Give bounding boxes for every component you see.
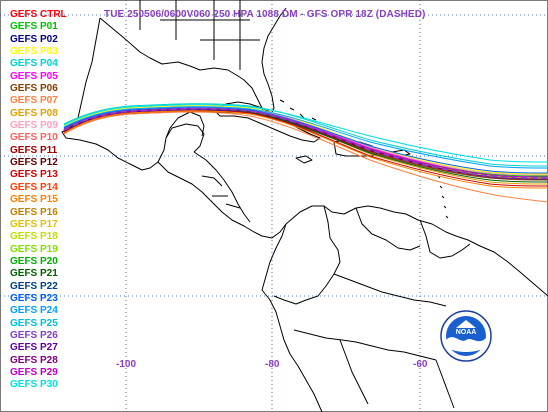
lon-label-100w: -100 <box>116 359 137 370</box>
legend-item: GEFS P20 <box>10 255 58 267</box>
lon-label-80w: -80 <box>265 359 280 370</box>
legend-item: GEFS P18 <box>10 231 58 243</box>
coastlines <box>61 0 548 412</box>
legend-item: GEFS P29 <box>10 366 58 378</box>
legend-item: GEFS P26 <box>10 329 58 341</box>
noaa-logo-text: NOAA <box>456 329 477 336</box>
legend-item: GEFS P27 <box>10 342 58 354</box>
lon-label-60w: -60 <box>413 359 428 370</box>
legend-item: GEFS P02 <box>10 33 58 45</box>
legend-item: GEFS P16 <box>10 206 58 218</box>
ensemble-legend: GEFS CTRL GEFS P01 GEFS P02 GEFS P03 GEFS P0… <box>10 9 90 392</box>
legend-item: GEFS P12 <box>10 157 58 169</box>
legend-item: GEFS P13 <box>10 169 58 181</box>
legend-item: GEFS P15 <box>10 194 58 206</box>
legend-item: GEFS P28 <box>10 354 58 366</box>
legend-item: GEFS P05 <box>10 70 58 82</box>
legend-item: GEFS P11 <box>10 144 58 156</box>
legend-item: GEFS P23 <box>10 292 58 304</box>
legend-item: GEFS P19 <box>10 243 58 255</box>
legend-item: GEFS P24 <box>10 305 58 317</box>
ensemble-contours <box>63 103 548 203</box>
legend-item: GEFS P10 <box>10 132 58 144</box>
legend-item: GEFS P01 <box>10 21 58 33</box>
legend-item: GEFS P22 <box>10 280 58 292</box>
chart-title: TUE 250506/0600V060 250 HPA 1088 DM - GF… <box>104 9 426 20</box>
legend-item: GEFS P09 <box>10 120 58 132</box>
legend-item: GEFS P25 <box>10 317 58 329</box>
legend-item: GEFS P04 <box>10 58 58 70</box>
legend-item: GEFS P08 <box>10 107 58 119</box>
legend-item: GEFS P21 <box>10 268 58 280</box>
legend-item: GEFS P03 <box>10 46 58 58</box>
legend-item: GEFS P14 <box>10 181 58 193</box>
legend-item: GEFS P30 <box>10 379 58 391</box>
legend-item: GEFS P17 <box>10 218 58 230</box>
legend-item: GEFS P07 <box>10 95 58 107</box>
noaa-logo: NOAA <box>440 310 492 367</box>
legend-item: GEFS CTRL <box>10 9 67 20</box>
legend-item: GEFS P06 <box>10 83 58 95</box>
